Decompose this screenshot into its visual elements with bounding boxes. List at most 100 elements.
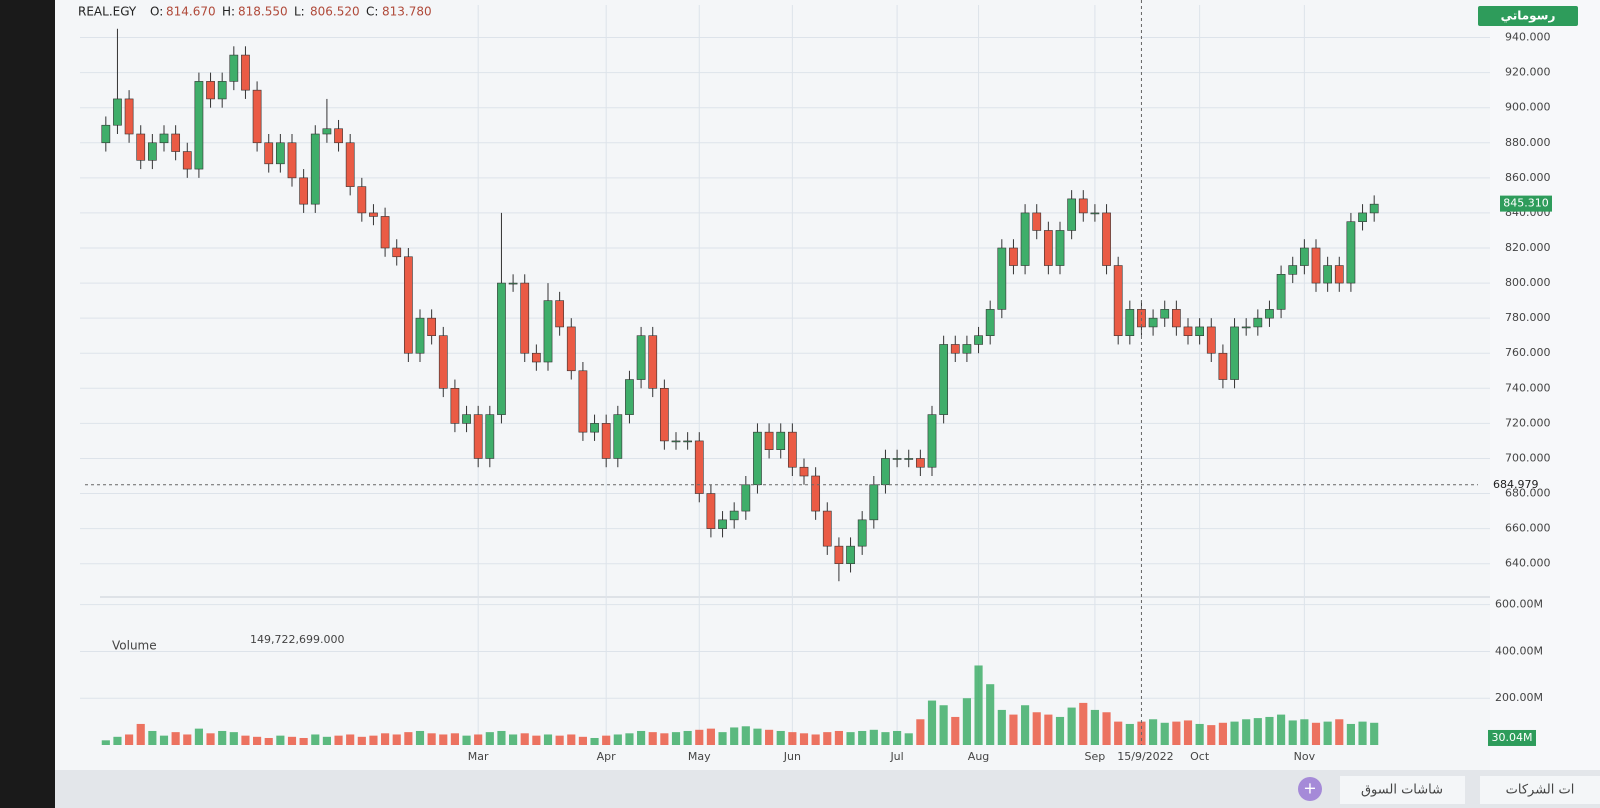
candle-body — [729, 510, 739, 521]
volume-bar — [625, 733, 634, 745]
candle-body — [241, 54, 250, 91]
volume-bar — [916, 719, 925, 745]
volume-bar — [637, 730, 646, 745]
candle-body — [706, 493, 716, 529]
candle-body — [171, 133, 181, 152]
y-tick-label: 740.000 — [1505, 381, 1551, 394]
candle-body — [1043, 230, 1053, 266]
volume-bar — [299, 737, 308, 745]
volume-bar — [427, 733, 436, 745]
volume-bar — [986, 684, 995, 745]
candle-body — [194, 81, 204, 170]
candle-body — [636, 335, 646, 380]
candle-body — [287, 142, 297, 179]
volume-bar — [1090, 709, 1099, 745]
volume-bar — [1195, 723, 1204, 745]
charts-button-label[interactable]: رسوماتي — [1501, 9, 1556, 24]
candle-body — [764, 431, 774, 450]
volume-bar — [334, 735, 343, 745]
volume-bar — [730, 727, 739, 745]
volume-bar — [718, 732, 727, 745]
readout-key: C: — [366, 5, 378, 19]
x-tick-label: Jul — [889, 750, 903, 763]
volume-bar — [369, 735, 378, 745]
volume-bar — [311, 734, 320, 745]
volume-bar — [1346, 723, 1355, 745]
candle-body — [1241, 326, 1251, 329]
add-tab-icon[interactable]: + — [1303, 779, 1316, 798]
volume-bar — [1300, 719, 1309, 745]
candle-body — [1148, 317, 1158, 328]
volume-bar — [148, 730, 157, 745]
volume-bar — [415, 730, 425, 745]
tab[interactable] — [1340, 776, 1465, 804]
candle-body — [1334, 265, 1344, 284]
candle-body — [974, 335, 983, 345]
volume-bar — [1253, 718, 1262, 745]
volume-bar — [776, 730, 785, 745]
volume-bar — [1055, 716, 1065, 745]
candle-body — [741, 484, 751, 512]
candle-body — [136, 133, 146, 161]
y-tick-label: 640.000 — [1505, 557, 1551, 570]
candle-body — [1090, 212, 1100, 215]
candle-body — [694, 440, 704, 494]
tab-label[interactable]: ات الشركات — [1506, 783, 1575, 798]
volume-bar — [287, 736, 297, 745]
volume-bar — [218, 730, 227, 745]
candle-body — [392, 247, 402, 258]
candle-body — [846, 545, 855, 564]
volume-bar — [834, 730, 843, 745]
tab[interactable] — [1480, 776, 1600, 804]
volume-bar — [520, 733, 529, 745]
charts-button[interactable] — [1478, 6, 1578, 26]
y-tick-label: 700.000 — [1505, 451, 1551, 464]
volume-bar — [1207, 725, 1216, 745]
volume-bar — [1114, 721, 1123, 745]
volume-bar — [788, 732, 797, 745]
candle-body — [718, 519, 727, 529]
y-tick-label: 720.000 — [1505, 416, 1551, 429]
y-tick-label: 660.000 — [1505, 522, 1551, 535]
volume-bar — [1160, 722, 1169, 745]
volume-bar — [1311, 722, 1321, 745]
candle-body — [1369, 203, 1379, 214]
volume-bar — [194, 728, 203, 745]
candle-body — [939, 344, 949, 415]
readout-value: 818.550 — [238, 5, 288, 19]
candle-body — [601, 423, 611, 459]
candle-body — [310, 133, 320, 205]
add-tab-button[interactable] — [1298, 777, 1322, 801]
price-axis-bg — [1490, 0, 1600, 770]
volume-bar — [183, 734, 192, 745]
volume-bar — [962, 698, 971, 745]
tab-label[interactable]: شاشات السوق — [1361, 783, 1443, 798]
candle-body — [1276, 274, 1286, 310]
volume-bar — [1230, 721, 1239, 745]
volume-bar — [951, 716, 960, 745]
candle-body — [613, 414, 623, 459]
candle-body — [590, 423, 599, 433]
candle-body — [1265, 309, 1274, 319]
volume-bar — [1335, 719, 1344, 745]
symbol: REAL.EGY — [78, 5, 137, 19]
candle-body — [811, 475, 821, 512]
volume-bar — [671, 732, 681, 745]
volume-bar — [974, 665, 983, 745]
readout-key: H: — [222, 5, 235, 19]
y-tick-label: 860.000 — [1505, 171, 1551, 184]
volume-bar — [253, 736, 262, 745]
volume-bar — [276, 735, 285, 745]
readout-key: L: — [294, 5, 305, 19]
candle-body — [1067, 198, 1077, 231]
readout-value: 813.780 — [382, 5, 432, 19]
candle-body — [857, 519, 867, 547]
candle-body — [334, 128, 343, 144]
readout-value: 806.520 — [310, 5, 360, 19]
candle-body — [1288, 265, 1298, 275]
candle-body — [543, 300, 553, 363]
volume-bar — [1044, 714, 1053, 745]
y-tick-label: 900.000 — [1505, 101, 1551, 114]
